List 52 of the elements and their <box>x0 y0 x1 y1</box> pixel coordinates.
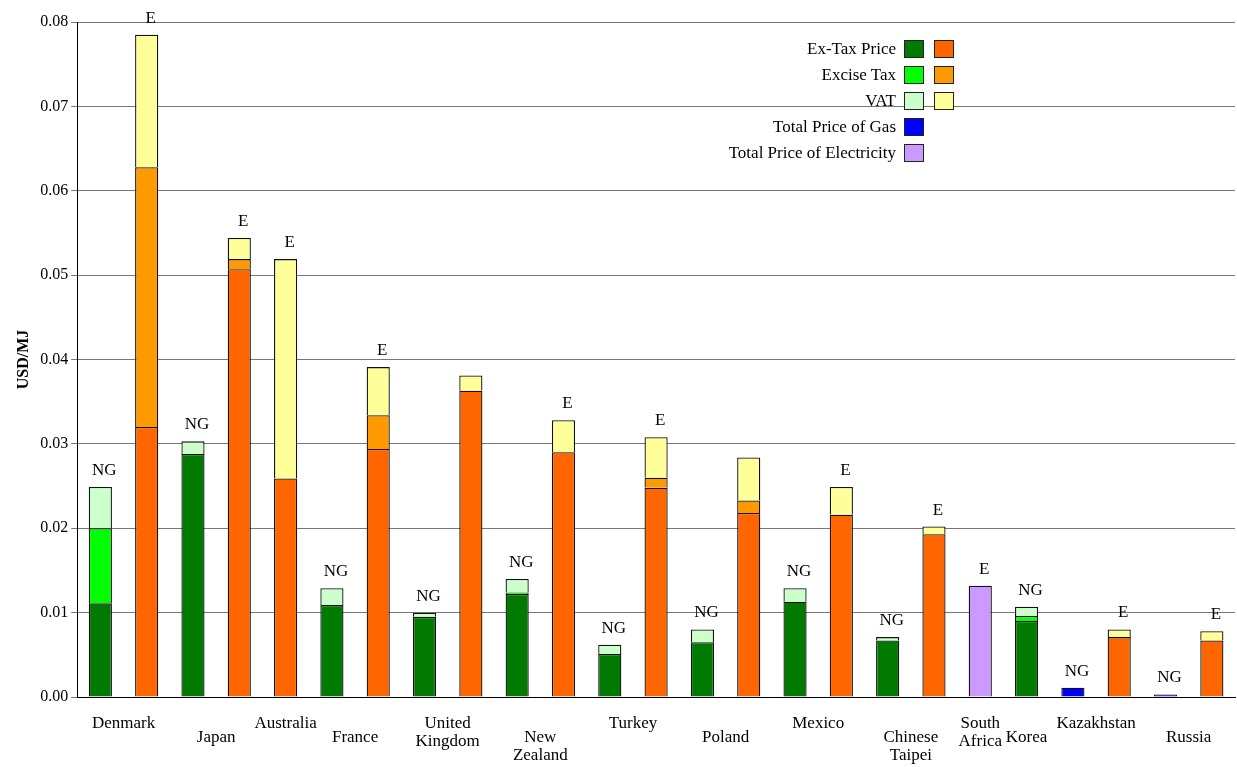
data-label: NG <box>1157 667 1182 687</box>
y-tick-label: 0.01 <box>40 602 69 620</box>
y-tick-label: 0.03 <box>40 434 69 452</box>
data-label: E <box>562 393 573 413</box>
x-tick-label: South Africa <box>958 712 1003 750</box>
legend-label: Excise Tax <box>820 65 896 85</box>
data-label: E <box>932 499 944 519</box>
data-label: E <box>840 459 851 479</box>
data-label: E <box>654 410 666 430</box>
x-tick-label: New Zealand <box>512 726 569 764</box>
data-label: NG <box>601 617 627 637</box>
x-tick-label: Australia <box>254 712 318 732</box>
data-label: E <box>284 232 295 252</box>
x-tick-label: France <box>331 726 379 746</box>
legend-label: Ex-Tax Price <box>806 39 896 59</box>
x-tick-label: Mexico <box>792 712 845 732</box>
data-label: E <box>145 7 156 27</box>
y-tick-label: 0.06 <box>40 180 69 198</box>
legend-label: Total Price of Electricity <box>727 143 896 163</box>
y-axis-title: USD/MJ <box>13 329 31 390</box>
data-label: NG <box>879 610 904 630</box>
x-tick-label: Russia <box>1166 726 1212 746</box>
y-tick-label: 0.04 <box>40 349 69 367</box>
y-tick-label: 0.07 <box>40 96 69 114</box>
y-tick-label: 0.08 <box>40 12 69 30</box>
data-label: E <box>377 340 388 360</box>
x-tick-label: Turkey <box>608 712 658 732</box>
x-tick-label: Poland <box>701 726 750 746</box>
data-label: NG <box>184 414 210 434</box>
y-tick-label: 0.02 <box>40 518 69 536</box>
x-tick-label: Denmark <box>91 712 156 732</box>
data-label: NG <box>786 561 812 581</box>
x-tick-label: Korea <box>1005 726 1048 746</box>
x-tick-label: Japan <box>196 726 236 746</box>
data-label: E <box>1210 604 1222 624</box>
data-label: NG <box>1064 660 1090 680</box>
data-label: E <box>979 558 990 578</box>
data-label: NG <box>694 602 719 622</box>
x-tick-label: United Kingdom <box>415 712 480 750</box>
x-tick-label: Kazakhstan <box>1056 712 1137 732</box>
data-label: NG <box>508 551 534 571</box>
y-tick-label: 0.05 <box>40 265 69 283</box>
data-label: NG <box>92 459 117 479</box>
legend-label: Total Price of Gas <box>772 117 896 137</box>
data-label: NG <box>1018 579 1043 599</box>
y-tick-label: 0.00 <box>40 687 69 705</box>
data-label: E <box>1118 602 1129 622</box>
data-label: NG <box>323 561 349 581</box>
data-label: NG <box>416 585 441 605</box>
x-tick-label: Chinese Taipei <box>883 726 939 764</box>
legend-label: VAT <box>864 91 896 111</box>
data-label: E <box>238 210 249 230</box>
